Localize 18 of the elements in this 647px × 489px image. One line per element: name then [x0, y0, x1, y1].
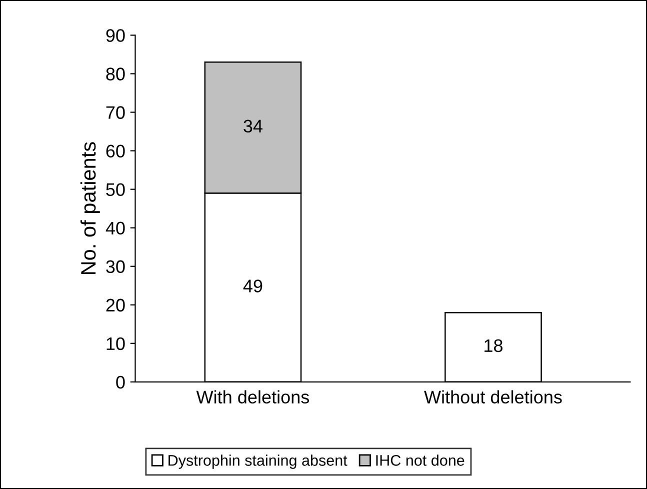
y-tick-label: 50 [106, 183, 125, 196]
data-label: 34 [244, 120, 262, 133]
data-label: 49 [243, 280, 262, 292]
x-tick-label: Without deletions [424, 390, 562, 404]
y-tick-label: 80 [106, 68, 125, 80]
y-tick-label: 40 [106, 222, 125, 235]
y-tick-label: 90 [106, 29, 125, 42]
legend-label: IHC not done [376, 454, 464, 466]
y-tick-label: 30 [106, 260, 125, 274]
data-label: 18 [484, 339, 502, 352]
legend-label: Dystrophin staining absent [168, 454, 348, 469]
y-tick-label: 20 [106, 298, 125, 312]
y-tick-label: 70 [106, 106, 125, 119]
y-axis-title: No. of patients [80, 142, 100, 274]
y-tick-label: 60 [106, 144, 125, 158]
x-tick-label: With deletions [196, 390, 310, 404]
y-tick-label: 10 [106, 337, 125, 350]
y-tick-label: 0 [116, 376, 125, 389]
